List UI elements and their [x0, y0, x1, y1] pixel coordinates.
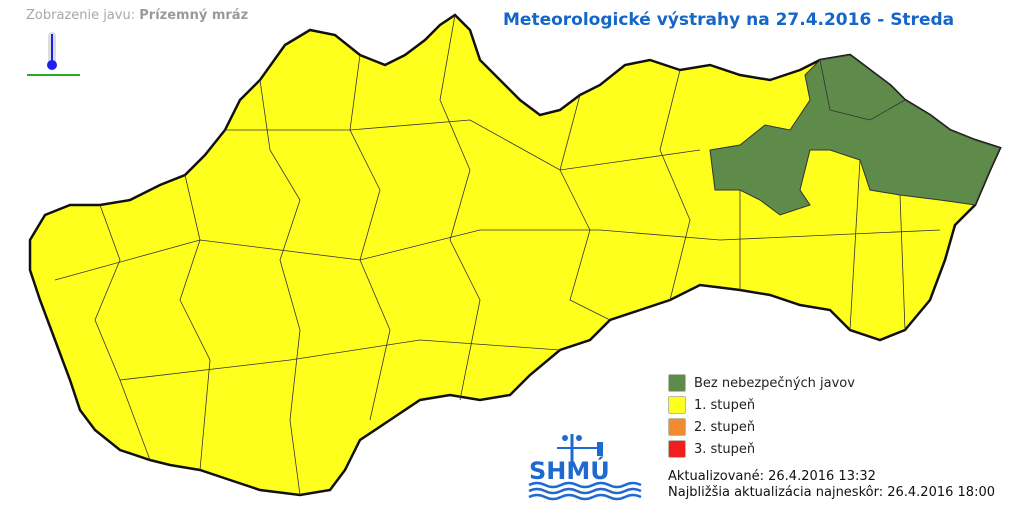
legend-swatch: [668, 418, 686, 436]
legend-item: 3. stupeň: [668, 438, 855, 460]
legend: Bez nebezpečných javov 1. stupeň 2. stup…: [668, 372, 855, 460]
legend-label: 3. stupeň: [694, 441, 756, 457]
legend-item: 2. stupeň: [668, 416, 855, 438]
updated-time: Aktualizované: 26.4.2016 13:32: [668, 469, 876, 484]
region-no-warning[interactable]: [709, 54, 1001, 216]
page-title: Meteorologické výstrahy na 27.4.2016 - S…: [503, 10, 955, 30]
logo-text: SHMÚ: [529, 455, 610, 485]
phenomenon-value: Prízemný mráz: [139, 8, 249, 23]
shmu-logo[interactable]: SHMÚ: [527, 432, 647, 502]
legend-swatch: [668, 396, 686, 414]
legend-item: Bez nebezpečných javov: [668, 372, 855, 394]
next-update-time: Najbližšia aktualizácia najneskôr: 26.4.…: [668, 485, 995, 500]
legend-label: 2. stupeň: [694, 419, 756, 435]
legend-swatch: [668, 440, 686, 458]
phenomenon-label: Zobrazenie javu:: [26, 8, 136, 23]
phenomenon-selector[interactable]: Zobrazenie javu: Prízemný mráz: [26, 8, 248, 23]
update-info: Aktualizované: 26.4.2016 13:32 Najbližši…: [668, 469, 995, 501]
legend-label: Bez nebezpečných javov: [694, 375, 855, 391]
district-borders: [54, 14, 941, 496]
legend-item: 1. stupeň: [668, 394, 855, 416]
legend-label: 1. stupeň: [694, 397, 756, 413]
ground-frost-thermometer-icon[interactable]: [22, 30, 82, 80]
legend-swatch: [668, 374, 686, 392]
